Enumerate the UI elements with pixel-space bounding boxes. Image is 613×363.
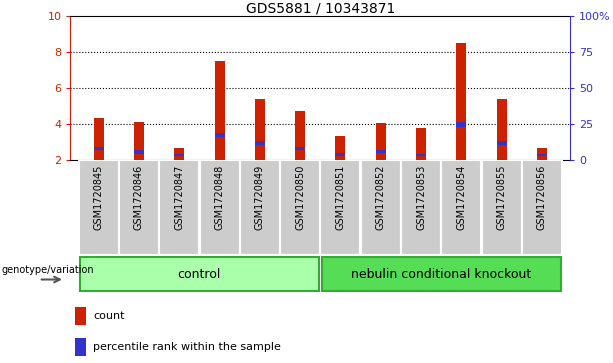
FancyBboxPatch shape — [280, 160, 320, 255]
Bar — [295, 147, 305, 150]
Bar — [215, 61, 224, 160]
Text: genotype/variation: genotype/variation — [1, 265, 94, 275]
FancyBboxPatch shape — [401, 160, 441, 255]
Text: GSM1720849: GSM1720849 — [255, 164, 265, 230]
Text: nebulin conditional knockout: nebulin conditional knockout — [351, 268, 531, 281]
Bar — [94, 118, 104, 160]
Text: percentile rank within the sample: percentile rank within the sample — [93, 342, 281, 352]
Bar — [134, 150, 144, 154]
FancyBboxPatch shape — [321, 257, 561, 291]
Bar — [416, 154, 426, 156]
Text: count: count — [93, 311, 124, 321]
Text: GSM1720846: GSM1720846 — [134, 164, 144, 230]
Bar — [295, 111, 305, 160]
Bar — [456, 122, 466, 127]
FancyBboxPatch shape — [240, 160, 280, 255]
Bar — [75, 338, 86, 356]
Bar — [215, 133, 224, 137]
FancyBboxPatch shape — [482, 160, 522, 255]
Text: GSM1720848: GSM1720848 — [215, 164, 224, 230]
Bar — [335, 153, 346, 156]
FancyBboxPatch shape — [321, 160, 360, 255]
Bar — [456, 43, 466, 160]
FancyBboxPatch shape — [159, 160, 199, 255]
Bar — [255, 142, 265, 145]
Bar — [416, 129, 426, 160]
Bar — [497, 142, 506, 145]
FancyBboxPatch shape — [200, 160, 240, 255]
Bar — [335, 135, 346, 160]
Text: GSM1720854: GSM1720854 — [456, 164, 466, 230]
FancyBboxPatch shape — [80, 257, 319, 291]
Bar — [497, 99, 506, 160]
Text: GSM1720855: GSM1720855 — [497, 164, 506, 230]
Title: GDS5881 / 10343871: GDS5881 / 10343871 — [246, 1, 395, 15]
Text: GSM1720852: GSM1720852 — [376, 164, 386, 230]
FancyBboxPatch shape — [119, 160, 159, 255]
FancyBboxPatch shape — [78, 160, 119, 255]
Bar — [174, 154, 185, 156]
Text: GSM1720845: GSM1720845 — [94, 164, 104, 230]
Text: GSM1720847: GSM1720847 — [174, 164, 185, 230]
FancyBboxPatch shape — [522, 160, 562, 255]
Bar — [134, 122, 144, 160]
Bar — [75, 307, 86, 325]
Bar — [255, 99, 265, 160]
Bar — [537, 154, 547, 156]
Bar — [174, 148, 185, 160]
FancyBboxPatch shape — [361, 160, 401, 255]
Bar — [94, 147, 104, 150]
Bar — [376, 123, 386, 160]
Text: GSM1720850: GSM1720850 — [295, 164, 305, 230]
Bar — [376, 150, 386, 154]
FancyBboxPatch shape — [441, 160, 481, 255]
Text: control: control — [178, 268, 221, 281]
Text: GSM1720856: GSM1720856 — [537, 164, 547, 230]
Text: GSM1720851: GSM1720851 — [335, 164, 346, 230]
Bar — [537, 148, 547, 160]
Text: GSM1720853: GSM1720853 — [416, 164, 426, 230]
